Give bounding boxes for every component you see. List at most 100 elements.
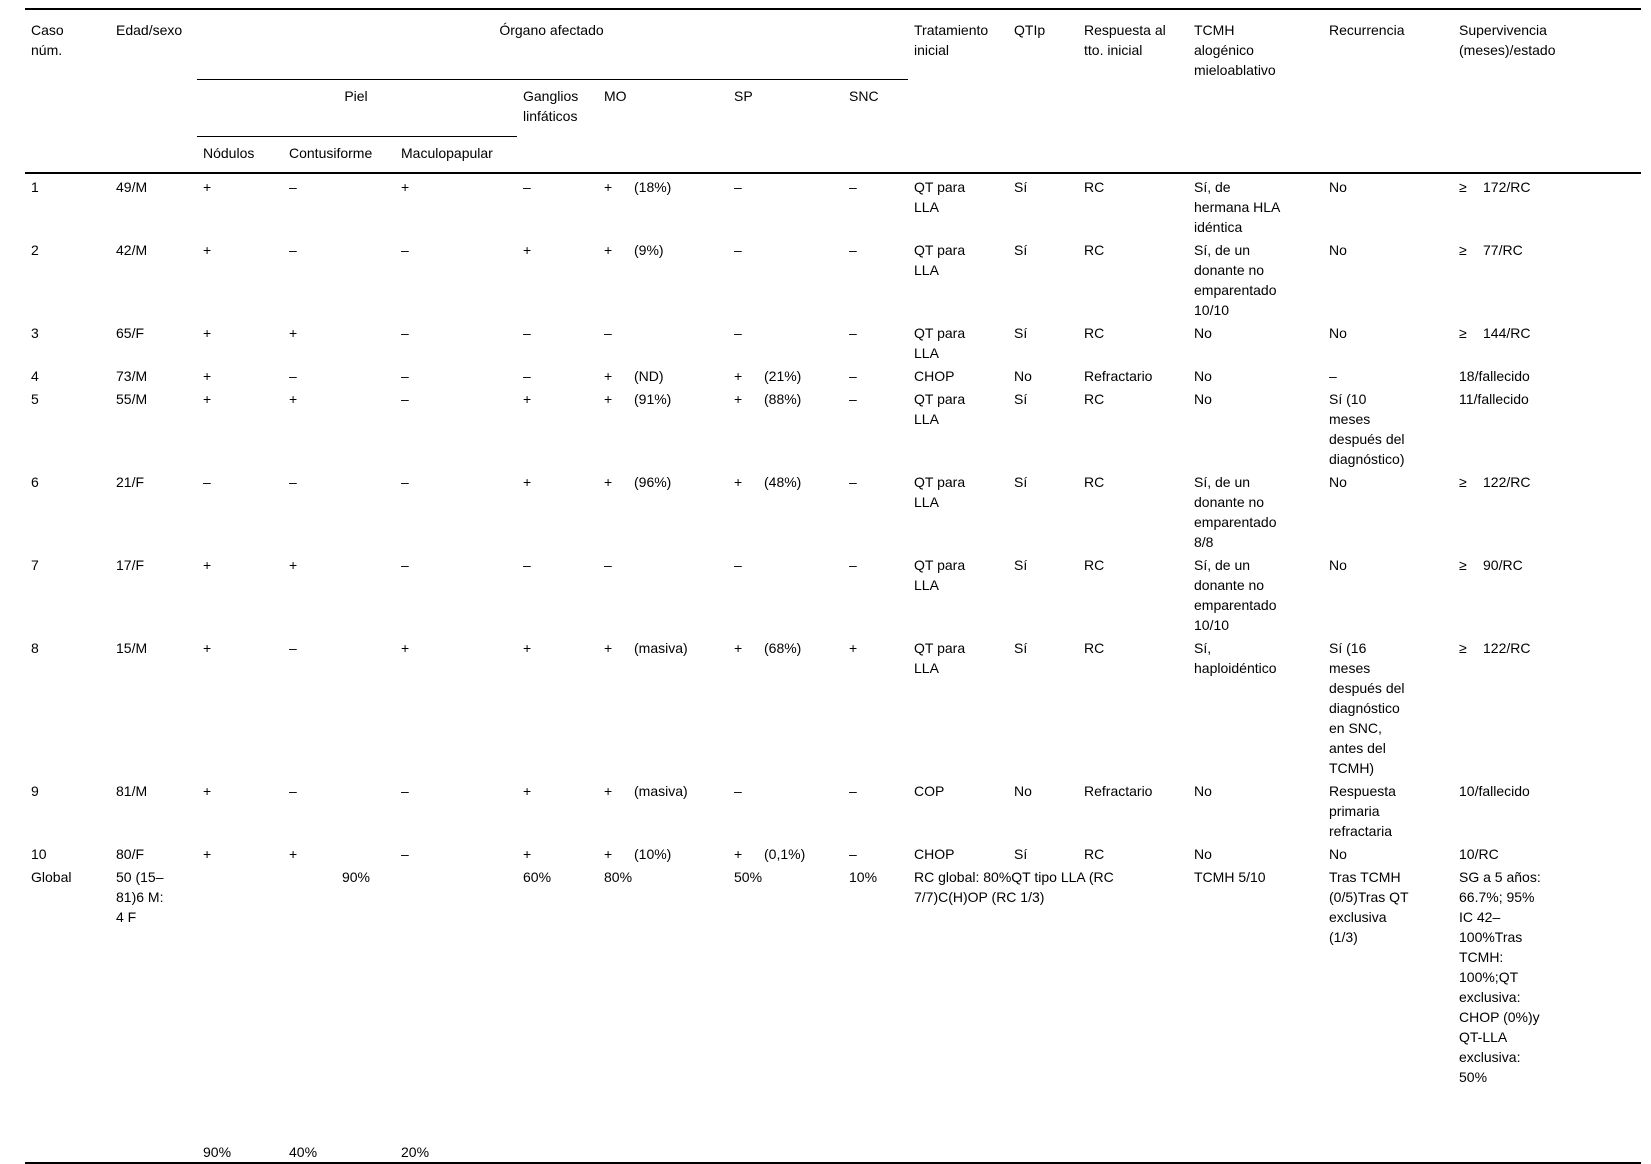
cell-qtip: Sí — [1014, 474, 1028, 490]
header-band-3: Nódulos Contusiforme Maculopapular — [25, 137, 1641, 172]
mo-sign: + — [604, 474, 613, 490]
cell-caso: 10 — [31, 846, 47, 862]
cell-qtip: Sí — [1014, 846, 1028, 862]
cell-edad: 15/M — [116, 640, 148, 656]
cell-mo: + (9%) — [598, 237, 728, 320]
table-row: 1 49/M + – + – + (18%) – – QT para LLA Sí RC Sí, de h… — [25, 174, 1641, 237]
cell-tratamiento: QT para LLA — [914, 640, 966, 676]
cell-tratamiento: QT para LLA — [914, 391, 966, 427]
cell-sp: – — [728, 174, 843, 237]
cell-mo: – — [598, 552, 728, 635]
sup-value: 11/fallecido — [1459, 391, 1529, 407]
sup-value: 90/RC — [1483, 557, 1523, 573]
cell-qtip: No — [1014, 368, 1032, 384]
mo-sign: + — [604, 368, 613, 384]
mo-sign: + — [604, 391, 613, 407]
cell-contusiforme: – — [289, 368, 297, 384]
cell-nodulos-pct: 90% — [203, 1144, 232, 1160]
table-row: 2 42/M + – – + + (9%) – – QT para LLA Sí RC Sí, de un… — [25, 237, 1641, 320]
mo-sign: – — [604, 325, 612, 341]
cell-nodulos: + — [203, 179, 212, 195]
cell-sp: + (88%) — [728, 386, 843, 469]
table-header: Caso núm. Edad/sexo Órgano afectado Trat… — [25, 10, 1641, 174]
cell-nodulos: + — [203, 325, 212, 341]
sp-value: (21%) — [764, 368, 802, 384]
cell-tcmh: No — [1194, 368, 1212, 384]
cell-qtip: Sí — [1014, 179, 1028, 195]
cell-tratamiento: QT para LLA — [914, 474, 966, 510]
cell-nodulos: + — [203, 846, 212, 862]
cell-sup: ≥144/RC — [1453, 320, 1641, 363]
cell-tcmh: No — [1194, 325, 1212, 341]
cell-sp: + (68%) — [728, 635, 843, 778]
cell-recurrencia: No — [1329, 557, 1347, 573]
cell-maculopapular: + — [401, 179, 410, 195]
cell-tcmh: No — [1194, 846, 1212, 862]
cell-qtip: Sí — [1014, 325, 1028, 341]
cell-recurrencia: No — [1329, 242, 1347, 258]
cell-mo: + (ND) — [598, 363, 728, 386]
cell-edad: 80/F — [116, 846, 145, 862]
cell-mo: + (96%) — [598, 469, 728, 552]
sp-sign: – — [734, 179, 742, 195]
cell-ganglios: – — [523, 368, 531, 384]
col-header-contusiforme: Contusiforme — [289, 145, 373, 161]
cell-edad: 55/M — [116, 391, 148, 407]
sp-value: (0,1%) — [764, 846, 806, 862]
cell-respuesta: RC — [1084, 325, 1105, 341]
cell-caso: 4 — [31, 368, 39, 384]
cell-tratamiento: CHOP — [914, 846, 955, 862]
cell-recurrencia: No — [1329, 179, 1347, 195]
table-row: 10 80/F + + – + + (10%) + (0,1%) – CHOP Sí RC No No 10/R… — [25, 841, 1641, 864]
cell-sup: 10/RC — [1453, 841, 1641, 864]
cell-respuesta: RC — [1084, 391, 1105, 407]
cell-snc: + — [849, 640, 858, 656]
cell-mo: 80% — [604, 869, 633, 885]
cell-tratamiento: QT para LLA — [914, 325, 966, 361]
cell-sup: ≥122/RC — [1453, 635, 1641, 778]
cell-recurrencia: No — [1329, 325, 1347, 341]
cell-supervivencia: SG a 5 años: 66.7%; 95% IC 42– 100%Tras … — [1459, 869, 1541, 1085]
cell-maculopapular: – — [401, 391, 409, 407]
col-header-nodulos: Nódulos — [203, 145, 255, 161]
cell-contusiforme: + — [289, 391, 298, 407]
cell-caso: 6 — [31, 474, 39, 490]
cell-tratamiento: COP — [914, 783, 945, 799]
col-header-edad: Edad/sexo — [116, 22, 183, 38]
cell-tcmh: Sí, de hermana HLA idéntica — [1194, 179, 1281, 235]
sup-value: 172/RC — [1483, 179, 1531, 195]
cell-sup: ≥122/RC — [1453, 469, 1641, 552]
cell-ganglios: 60% — [523, 869, 552, 885]
cell-snc: – — [849, 391, 857, 407]
cell-respuesta: RC — [1084, 640, 1105, 656]
cell-mo: + (masiva) — [598, 778, 728, 841]
table-row-global: Global 50 (15– 81)6 M: 4 F 90% 60% 80% 5… — [25, 864, 1641, 1139]
sup-value: 122/RC — [1483, 474, 1531, 490]
cell-recurrencia: Tras TCMH (0/5)Tras QT exclusiva (1/3) — [1329, 869, 1409, 945]
table-row: 3 65/F + + – – – – – QT para LLA Sí RC No No ≥144/RC — [25, 320, 1641, 363]
cell-ganglios: + — [523, 783, 532, 799]
cell-mo: – — [598, 320, 728, 363]
cell-recurrencia: No — [1329, 474, 1347, 490]
cell-sup: ≥172/RC — [1453, 174, 1641, 237]
cell-recurrencia: No — [1329, 846, 1347, 862]
mo-sign: + — [604, 640, 613, 656]
cell-nodulos: + — [203, 242, 212, 258]
cell-maculopapular: – — [401, 474, 409, 490]
cell-ganglios: – — [523, 557, 531, 573]
cell-ganglios: + — [523, 640, 532, 656]
cell-respuesta: Refractario — [1084, 783, 1153, 799]
sup-value: 77/RC — [1483, 242, 1523, 258]
cell-sp: – — [728, 237, 843, 320]
col-header-tcmh: TCMH alogénico mieloablativo — [1194, 22, 1276, 78]
cell-sup: 18/fallecido — [1453, 363, 1641, 386]
cell-respuesta: Refractario — [1084, 368, 1153, 384]
table-row: 6 21/F – – – + + (96%) + (48%) – QT para LLA Sí RC Sí,… — [25, 469, 1641, 552]
table-row: 4 73/M + – – – + (ND) + (21%) – CHOP No Refractario No… — [25, 363, 1641, 386]
sp-value: (48%) — [764, 474, 802, 490]
mo-value: (96%) — [634, 474, 672, 490]
cell-qtip: Sí — [1014, 242, 1028, 258]
cell-nodulos: + — [203, 783, 212, 799]
sp-sign: + — [734, 846, 743, 862]
cell-tcmh: Sí, de un donante no emparentado 10/10 — [1194, 242, 1277, 318]
